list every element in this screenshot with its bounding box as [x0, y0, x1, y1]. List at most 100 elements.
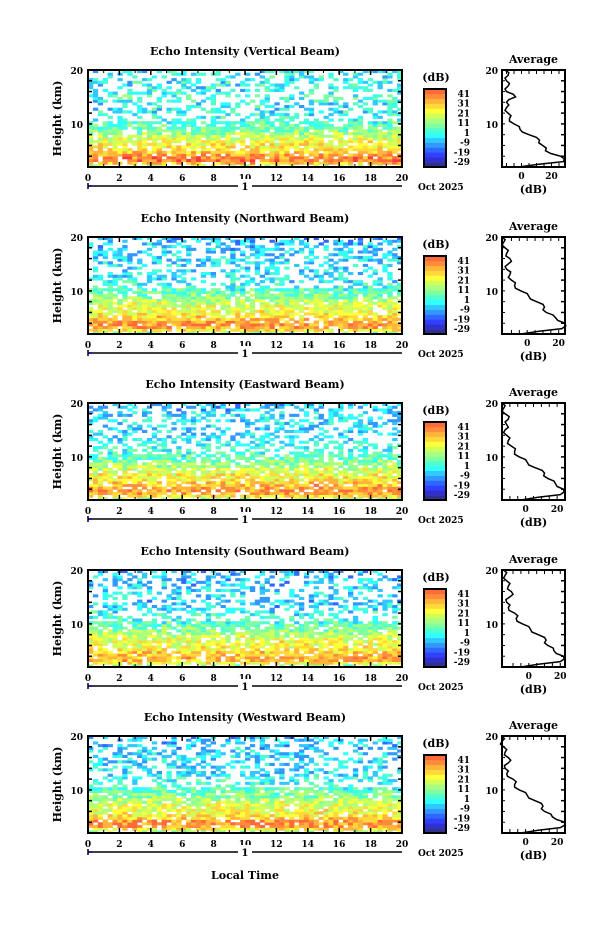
heatmap-cell [220, 443, 226, 447]
heatmap-cell [117, 483, 123, 487]
heatmap-cell [225, 285, 231, 289]
heatmap-cell [392, 315, 398, 319]
heatmap-cell [107, 473, 113, 477]
heatmap-cell [362, 309, 369, 313]
heatmap-cell [357, 156, 364, 160]
panel-0: Echo Intensity (Vertical Beam)0246810121… [51, 45, 566, 196]
heatmap-cell [235, 440, 241, 444]
heatmap-cell [88, 299, 94, 303]
heatmap-cell [254, 140, 261, 144]
heatmap-cell [205, 478, 212, 482]
heatmap-cell [245, 419, 251, 423]
heatmap-cell [200, 140, 207, 144]
heatmap-cell [181, 113, 187, 117]
heatmap-cell [303, 140, 310, 144]
heatmap-cell [215, 91, 221, 95]
heatmap-cell [161, 88, 167, 92]
heatmap-cell [195, 658, 202, 662]
heatmap-cell [240, 656, 246, 660]
heatmap-cell [357, 320, 364, 324]
heatmap-cell [117, 486, 123, 490]
heatmap-cell [372, 121, 378, 125]
heatmap-cell [142, 473, 148, 477]
heatmap-cell [299, 242, 305, 246]
heatmap-cell [166, 142, 172, 146]
heatmap-cell [88, 80, 94, 84]
heatmap-cell [367, 486, 374, 490]
heatmap-cell [161, 405, 167, 409]
heatmap-cell [284, 483, 290, 487]
heatmap-cell [264, 161, 270, 165]
heatmap-cell [245, 129, 251, 133]
heatmap-cell [181, 121, 187, 125]
heatmap-cell [313, 664, 320, 668]
heatmap-cell [161, 456, 167, 460]
heatmap-cell [245, 102, 251, 106]
heatmap-cell [151, 470, 158, 474]
heatmap-cell [92, 473, 99, 477]
heatmap-cell [264, 405, 270, 409]
heatmap-cell [146, 440, 153, 444]
heatmap-cell [112, 494, 118, 498]
heatmap-cell [235, 456, 241, 460]
heatmap-cell [264, 247, 270, 251]
heatmap-cell [264, 312, 270, 316]
heatmap-cell [397, 658, 403, 662]
heatmap-cell [176, 462, 182, 466]
heatmap-cell [352, 304, 359, 308]
heatmap-cell [397, 293, 403, 297]
heatmap-cell [225, 459, 231, 463]
heatmap-cell [372, 323, 378, 327]
heatmap-cell [215, 405, 221, 409]
heatmap-cell [333, 290, 339, 294]
heatmap-cell [279, 403, 285, 407]
heatmap-cell [367, 489, 374, 493]
heatmap-cell [137, 126, 143, 130]
heatmap-cell [156, 473, 163, 477]
heatmap-cell [357, 656, 364, 660]
heatmap-cell [92, 446, 99, 450]
heatmap-cell [264, 489, 270, 493]
heatmap-cell [235, 473, 241, 477]
heatmap-cell [308, 113, 315, 117]
heatmap-cell [132, 448, 138, 452]
heatmap-cell [348, 145, 354, 149]
heatmap-cell [387, 325, 393, 329]
heatmap-cell [294, 435, 300, 439]
heatmap-cell [294, 132, 300, 136]
heatmap-cell [338, 470, 344, 474]
heatmap-cell [181, 288, 187, 292]
heatmap-cell [205, 290, 212, 294]
heatmap-cell [88, 494, 94, 498]
heatmap-cell [289, 161, 295, 165]
heatmap-cell [333, 304, 339, 308]
heatmap-cell [127, 121, 133, 125]
heatmap-cell [249, 658, 256, 662]
heatmap-cell [225, 475, 231, 479]
heatmap-cell [156, 107, 163, 111]
heatmap-cell [308, 451, 315, 455]
heatmap-cell [343, 258, 349, 262]
heatmap-cell [264, 269, 270, 273]
heatmap-cell [92, 258, 99, 262]
heatmap-cell [181, 299, 187, 303]
heatmap-cell [117, 277, 123, 281]
colorbar-band [424, 147, 446, 153]
heatmap-cell [142, 328, 148, 332]
heatmap-cell [210, 153, 217, 157]
heatmap-cell [294, 481, 300, 485]
heatmap-cell [259, 491, 266, 495]
heatmap-cell [392, 247, 398, 251]
heatmap-cell [117, 656, 123, 660]
heatmap-cell [112, 462, 118, 466]
heatmap-cell [362, 102, 369, 106]
heatmap-cell [142, 312, 148, 316]
heatmap-cell [171, 317, 177, 321]
heatmap-cell [225, 129, 231, 133]
heatmap-cell [132, 323, 138, 327]
heatmap-cell [392, 145, 398, 149]
heatmap-cell [137, 134, 143, 138]
colorbar-band [424, 142, 446, 148]
heatmap-cell [235, 153, 241, 157]
heatmap-cell [338, 301, 344, 305]
